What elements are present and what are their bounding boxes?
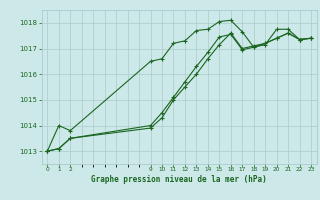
X-axis label: Graphe pression niveau de la mer (hPa): Graphe pression niveau de la mer (hPa)	[91, 175, 267, 184]
